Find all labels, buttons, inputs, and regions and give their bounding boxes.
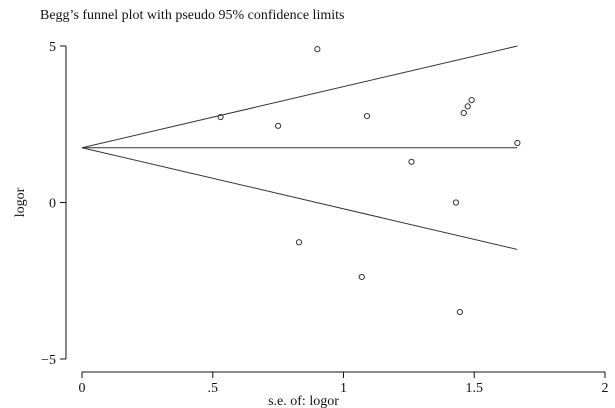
x-tick-label: .5 [208,381,219,396]
x-tick-label: 2 [602,381,609,396]
data-point [460,109,467,117]
x-tick-label: 0 [79,381,86,396]
data-point [456,308,463,316]
data-point [358,273,365,281]
data-point [514,139,521,147]
y-tick-label: 0 [49,197,56,212]
upper-confidence-limit-line [81,45,518,149]
x-tick-label: 1 [340,381,347,396]
chart-title: Begg’s funnel plot with pseudo 95% confi… [40,8,345,23]
x-tick-label: 1.5 [466,381,484,396]
data-point [464,103,471,110]
y-axis-title: logor [13,187,28,217]
data-point [408,158,415,165]
data-point [314,46,321,53]
data-point [275,122,282,129]
y-tick-label: −5 [41,353,56,368]
data-point [363,113,371,120]
data-point [468,97,475,104]
lower-confidence-limit-line [81,147,518,250]
x-axis-title: s.e. of: logor [268,394,339,408]
data-point [295,239,303,246]
data-point [452,199,460,206]
data-point [217,113,224,121]
y-tick-label: 5 [49,40,56,55]
